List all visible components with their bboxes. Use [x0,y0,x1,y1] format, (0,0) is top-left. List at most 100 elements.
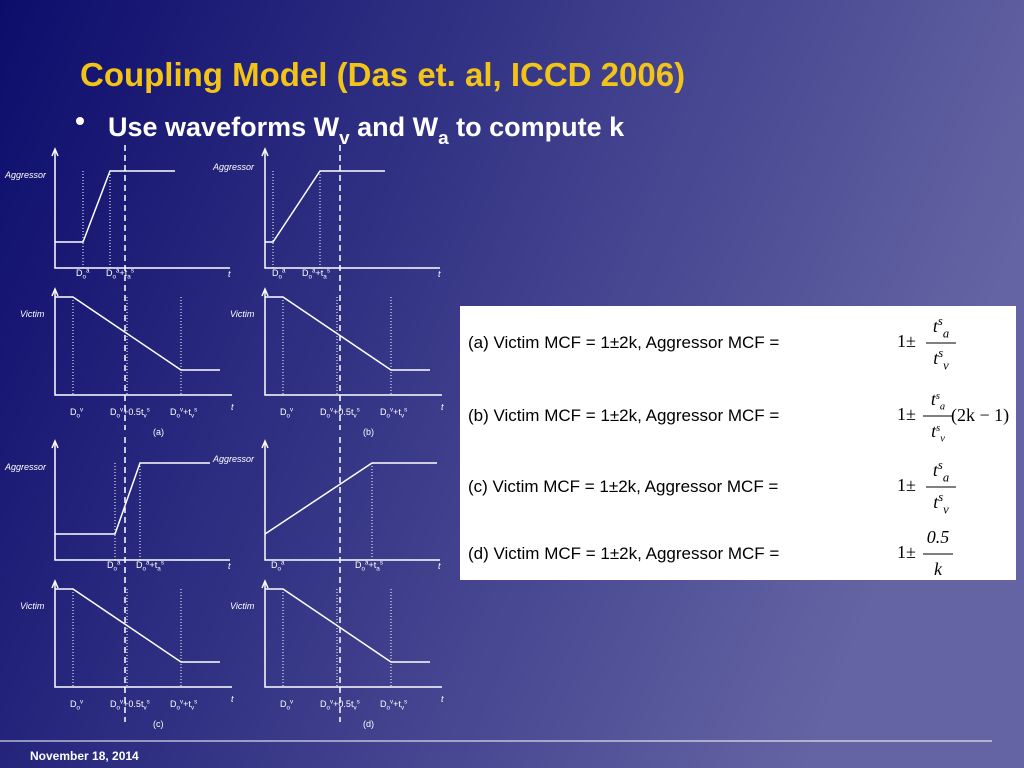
text-run: t [931,421,937,441]
text-run: o [143,566,147,573]
text-run: D [380,407,387,417]
text-run: a [117,559,121,566]
aggressor-waveform [55,462,210,535]
text-run: o [327,413,331,420]
text-run: o [279,274,283,281]
text-run: +0.5t [333,407,354,417]
tick-label: Dov+0.5tvs [320,406,360,419]
victim-label: Victim [230,601,255,611]
text-run: a [323,274,327,281]
text-run: o [287,705,291,712]
tick-label: Doa [76,267,90,280]
formula-label: (c) Victim MCF = 1±2k, Aggressor MCF = [468,477,778,496]
denominator: tsv [931,421,945,445]
text-run: a [146,559,150,566]
text-run: D [170,407,177,417]
axis-label: t [231,694,234,704]
tick-label: Dov+tvs [170,698,197,711]
text-run: D [280,407,287,417]
axis-arrow [51,579,59,589]
text-run: o [77,705,81,712]
text-run: v [401,705,405,712]
text-run: a [943,326,949,340]
tick-label: Doa+tas [302,267,330,280]
text-run: v [390,698,394,705]
text-run: v [353,705,357,712]
tick-label: Doa [271,559,285,572]
text-run: to compute k [449,112,625,142]
text-run: a [940,402,945,413]
formula-box [460,306,1016,580]
tick-label: Doa [107,559,121,572]
text-run: +0.5t [123,407,144,417]
text-run: +t [120,268,128,278]
text-run: o [287,413,291,420]
text-run: a [282,267,286,274]
text-run: s [380,559,383,566]
formula-label: (a) Victim MCF = 1±2k, Aggressor MCF = [468,333,779,352]
text-run: o [114,566,118,573]
tick-label: Doa+tas [136,559,164,572]
text-run: s [938,346,943,360]
text-run: v [180,698,184,705]
victim-axis [264,290,442,396]
text-run: s [938,490,943,504]
text-run: s [194,406,197,413]
text-run: o [77,413,81,420]
numerator: tsa [933,458,949,485]
text-run: D [76,268,83,278]
text-run: s [327,267,330,274]
text-run: s [938,458,943,472]
text-run: D [271,560,278,570]
aggressor-axis [264,150,440,269]
text-run: D [355,560,362,570]
text-run: D [107,560,114,570]
axis-arrow [261,147,269,157]
text-run: +t [393,699,401,709]
text-run: D [320,407,327,417]
numerator: tsa [933,314,949,341]
text-run: D [320,699,327,709]
tick-label: Dov [70,698,84,711]
text-run: v [191,705,195,712]
aggressor-axis [54,442,230,561]
axis-label: t [441,694,444,704]
text-run: a [438,128,449,149]
text-run: s [131,267,134,274]
text-run: v [191,413,195,420]
panel-caption: (d) [363,719,374,729]
tick-label: Dov [70,406,84,419]
text-run: a [376,566,380,573]
text-run: o [177,705,181,712]
text-run: D [106,268,113,278]
axis-arrow [261,439,269,449]
aggressor-waveform [55,170,175,243]
formula-prefix: 1± [897,404,916,424]
text-run: D [280,699,287,709]
formula-suffix: (2k − 1) [951,405,1009,426]
aggressor-axis [54,150,230,269]
axis-arrow [51,287,59,297]
tick-label: Dov+0.5tvs [110,698,150,711]
text-run: v [120,698,124,705]
victim-axis [54,582,232,688]
text-run: +t [150,560,158,570]
text-run: s [161,559,164,566]
axis-label: t [228,269,231,279]
text-run: t [933,348,939,368]
tick-label: Doa+tas [355,559,383,572]
victim-label: Victim [20,309,45,319]
text-run: a [127,274,131,281]
panel-caption: (a) [153,427,164,437]
tick-label: Doa [272,267,286,280]
text-run: and W [350,112,439,142]
tick-label: Dov [280,698,294,711]
text-run: +0.5t [333,699,354,709]
text-run: +0.5t [123,699,144,709]
text-run: s [936,423,940,434]
tick-label: Dov+0.5tvs [320,698,360,711]
text-run: +t [183,407,191,417]
text-run: v [180,406,184,413]
